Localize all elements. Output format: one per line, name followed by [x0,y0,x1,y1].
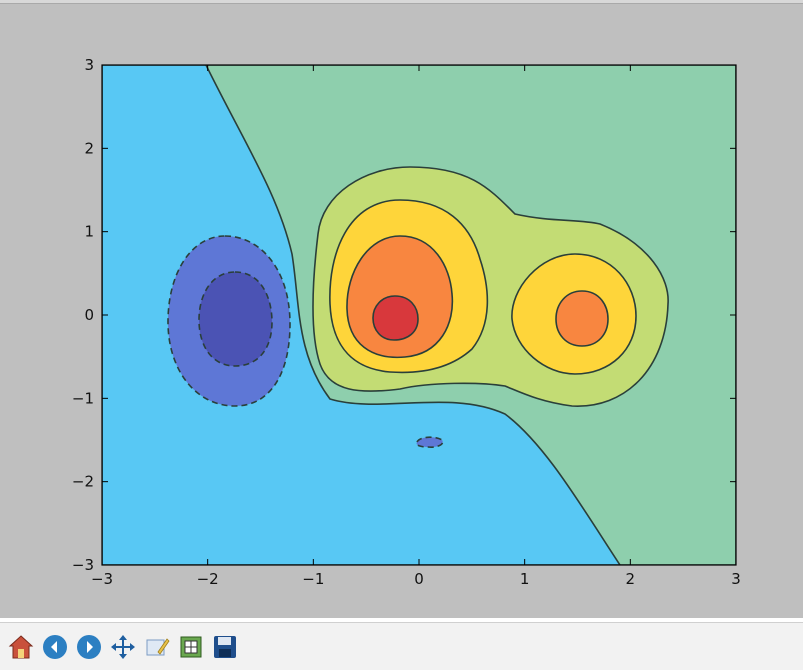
x-tick-label: 3 [731,570,741,588]
y-tick-label: −2 [72,473,94,491]
x-tick-label: −3 [91,570,113,588]
save-button[interactable] [210,632,240,662]
zoom-rect-icon [146,637,170,655]
contour-region-blue-small [415,436,444,448]
contour-regions [102,65,736,565]
x-tick-label: −1 [302,570,324,588]
save-disk-icon [214,635,236,658]
y-tick-label: 3 [84,56,94,74]
window-top-border [0,0,803,4]
figure-canvas: −3 −2 −1 0 1 2 3 −3 −2 −1 0 1 2 3 [0,4,803,618]
axis-ticks: −3 −2 −1 0 1 2 3 −3 −2 −1 0 1 2 3 [72,56,741,588]
contour-region-deep-blue [198,271,273,367]
home-icon [8,634,34,658]
navigation-toolbar [0,622,803,670]
home-button[interactable] [6,632,36,662]
x-tick-label: 1 [520,570,530,588]
contour-region-orange-right [555,290,609,347]
pan-button[interactable] [108,632,138,662]
x-tick-label: −2 [197,570,219,588]
y-tick-label: 0 [84,306,94,324]
back-button[interactable] [40,632,70,662]
y-tick-label: −3 [72,556,94,574]
y-tick-label: −1 [72,389,94,407]
pan-move-icon [111,634,135,659]
x-tick-label: 0 [414,570,424,588]
zoom-button[interactable] [142,632,172,662]
x-tick-label: 2 [626,570,636,588]
back-arrow-icon [43,634,67,659]
subplots-button[interactable] [176,632,206,662]
subplots-config-icon [180,636,202,657]
contour-region-red [372,295,419,341]
y-tick-label: 1 [84,223,94,241]
y-tick-label: 2 [84,139,94,157]
forward-button[interactable] [74,632,104,662]
forward-arrow-icon [77,634,101,659]
contour-plot: −3 −2 −1 0 1 2 3 −3 −2 −1 0 1 2 3 [72,56,741,588]
